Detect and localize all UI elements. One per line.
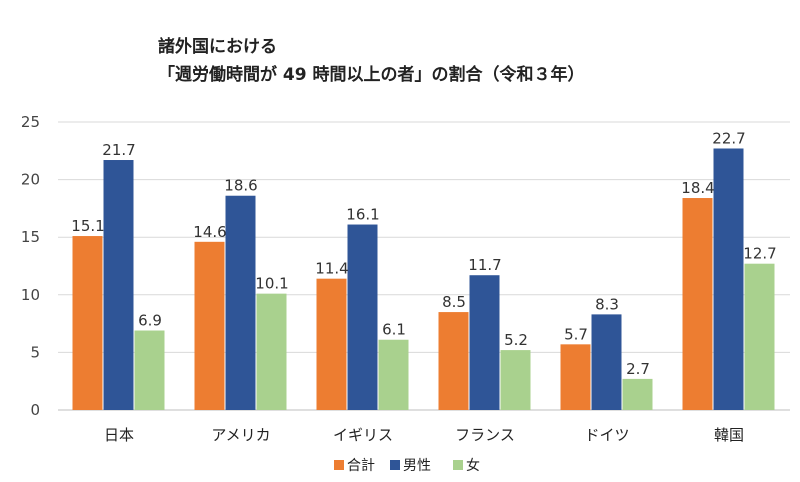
data-label: 16.1 (346, 206, 379, 224)
category-label: フランス (455, 426, 515, 444)
data-label: 8.3 (595, 295, 619, 313)
data-label: 11.7 (468, 256, 501, 274)
y-tick-label: 0 (30, 401, 40, 419)
data-label: 12.7 (743, 245, 776, 263)
category-label: アメリカ (211, 426, 270, 444)
bar (591, 314, 622, 410)
bar (744, 263, 775, 410)
bar (256, 293, 287, 410)
bar (500, 350, 531, 410)
gridlines (58, 121, 790, 411)
x-axis-categories: 日本 アメリカ イギリス フランス ドイツ 韓国 (104, 426, 744, 444)
data-label: 15.1 (71, 217, 104, 235)
legend-swatch (390, 460, 400, 470)
bar (560, 344, 591, 410)
data-label: 18.6 (224, 177, 257, 195)
legend-swatch (453, 460, 463, 470)
data-label: 8.5 (442, 293, 466, 311)
data-label: 6.1 (382, 321, 406, 339)
bar (72, 236, 103, 410)
data-label: 11.4 (315, 260, 348, 278)
bar (378, 339, 409, 410)
bar (225, 195, 256, 410)
category-label: ドイツ (584, 426, 629, 444)
legend: 合計 男性 女 (334, 457, 480, 474)
y-tick-label: 10 (21, 286, 40, 304)
chart-title-line-1: 諸外国における (158, 36, 277, 57)
data-label: 10.1 (255, 275, 288, 293)
legend-label: 男性 (403, 458, 431, 474)
bar (103, 160, 134, 410)
data-label: 22.7 (712, 129, 745, 147)
bar (622, 378, 653, 410)
chart-title-line-2: 「週労働時間が 49 時間以上の者」の割合（令和３年） (158, 64, 585, 85)
category-label: 韓国 (714, 426, 744, 444)
bar (713, 148, 744, 410)
bar (438, 312, 469, 410)
chart-title: 諸外国における 「週労働時間が 49 時間以上の者」の割合（令和３年） (158, 36, 585, 85)
bars (72, 148, 775, 410)
data-label: 2.7 (626, 360, 650, 378)
bar (316, 278, 347, 410)
data-label: 18.4 (681, 179, 714, 197)
data-label: 5.2 (504, 331, 528, 349)
bar (134, 330, 165, 410)
bar (682, 198, 713, 410)
bar (347, 224, 378, 410)
y-axis-ticks: 0 5 10 15 20 25 (21, 113, 40, 419)
data-label: 5.7 (564, 325, 588, 343)
category-label: イギリス (333, 426, 393, 444)
y-tick-label: 5 (30, 343, 40, 361)
category-label: 日本 (104, 426, 134, 444)
legend-label: 合計 (347, 458, 375, 474)
bar (469, 275, 500, 410)
data-label: 14.6 (193, 223, 226, 241)
bar (194, 241, 225, 410)
legend-label: 女 (466, 457, 480, 474)
data-labels: 15.1 21.7 6.9 14.6 18.6 10.1 11.4 16.1 6.1 8.5 11.… (71, 129, 776, 377)
legend-swatch (334, 460, 344, 470)
y-tick-label: 25 (21, 113, 40, 131)
data-label: 6.9 (138, 312, 162, 330)
y-tick-label: 20 (21, 171, 40, 189)
y-tick-label: 15 (21, 228, 40, 246)
data-label: 21.7 (102, 141, 135, 159)
